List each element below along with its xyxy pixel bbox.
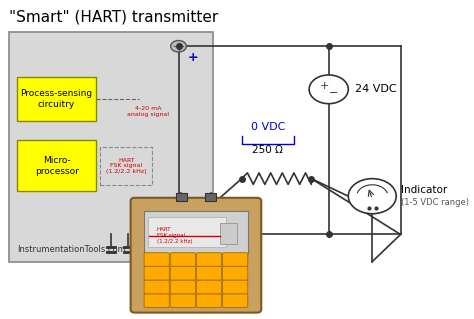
FancyBboxPatch shape <box>9 32 213 262</box>
FancyBboxPatch shape <box>196 266 222 280</box>
Circle shape <box>348 179 396 214</box>
Text: HART
FSK signal
(1.2/2.2 kHz): HART FSK signal (1.2/2.2 kHz) <box>106 158 146 174</box>
FancyBboxPatch shape <box>131 198 261 313</box>
Circle shape <box>171 229 186 240</box>
FancyBboxPatch shape <box>144 294 169 308</box>
Text: HART communicator: HART communicator <box>150 257 242 266</box>
FancyBboxPatch shape <box>18 140 96 191</box>
Text: 250 Ω: 250 Ω <box>252 145 283 155</box>
FancyBboxPatch shape <box>222 280 248 294</box>
Text: HART
FSK signal
(1.2/2.2 kHz): HART FSK signal (1.2/2.2 kHz) <box>157 227 192 244</box>
Text: +: + <box>188 51 199 64</box>
FancyBboxPatch shape <box>144 253 169 266</box>
FancyBboxPatch shape <box>144 280 169 294</box>
FancyBboxPatch shape <box>220 223 237 244</box>
Text: Indicator: Indicator <box>401 185 447 195</box>
FancyBboxPatch shape <box>222 294 248 308</box>
FancyBboxPatch shape <box>222 266 248 280</box>
FancyBboxPatch shape <box>196 280 222 294</box>
Text: InstrumentationTools.com: InstrumentationTools.com <box>18 245 126 254</box>
FancyBboxPatch shape <box>170 253 195 266</box>
FancyBboxPatch shape <box>176 193 187 201</box>
Text: 24 VDC: 24 VDC <box>355 84 396 94</box>
FancyBboxPatch shape <box>144 266 169 280</box>
FancyBboxPatch shape <box>144 211 248 254</box>
FancyBboxPatch shape <box>196 253 222 266</box>
Text: 4-20 mA
analog signal: 4-20 mA analog signal <box>127 106 169 117</box>
Text: "Smart" (HART) transmitter: "Smart" (HART) transmitter <box>9 10 218 25</box>
FancyBboxPatch shape <box>222 253 248 266</box>
FancyBboxPatch shape <box>205 193 216 201</box>
FancyBboxPatch shape <box>18 77 96 121</box>
FancyBboxPatch shape <box>148 217 227 247</box>
Text: Micro-
processor: Micro- processor <box>35 156 79 175</box>
Text: −: − <box>328 87 338 98</box>
Text: +: + <box>319 81 329 91</box>
Text: (1-5 VDC range): (1-5 VDC range) <box>401 198 469 207</box>
FancyBboxPatch shape <box>170 280 195 294</box>
Text: Process-sensing
circuitry: Process-sensing circuitry <box>20 89 92 108</box>
Text: 0 VDC: 0 VDC <box>251 122 285 132</box>
Circle shape <box>171 41 186 52</box>
FancyBboxPatch shape <box>170 266 195 280</box>
Circle shape <box>309 75 348 104</box>
FancyBboxPatch shape <box>170 294 195 308</box>
FancyBboxPatch shape <box>196 294 222 308</box>
Text: −: − <box>188 218 199 231</box>
